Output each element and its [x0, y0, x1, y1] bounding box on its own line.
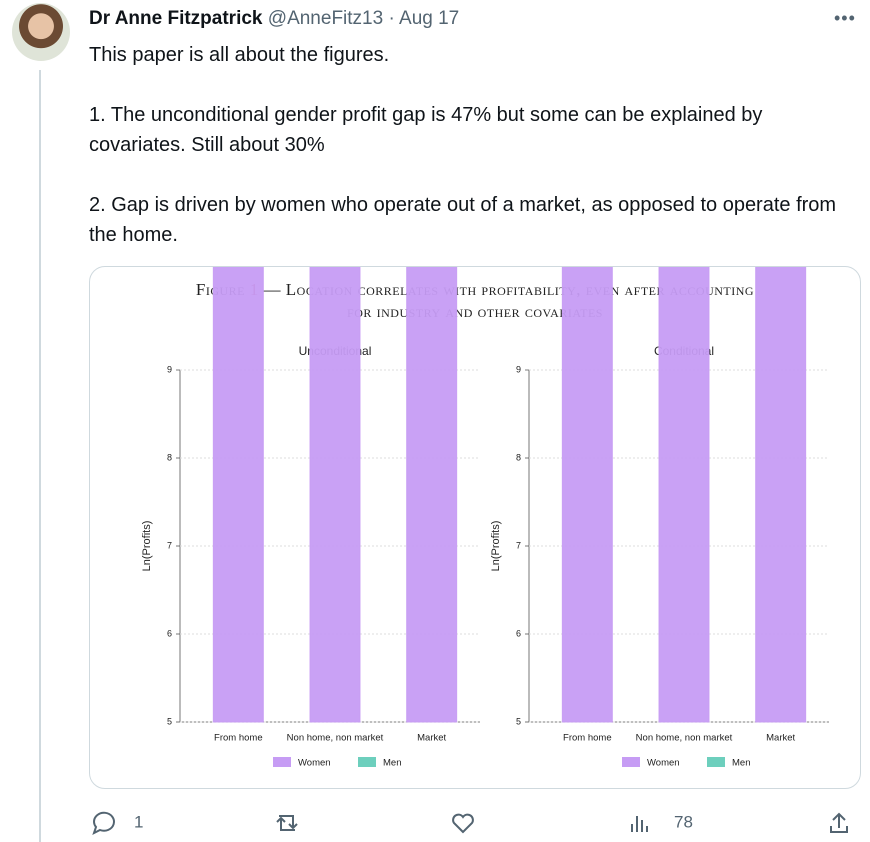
legend-swatch	[622, 757, 640, 767]
views-button[interactable]: 78	[631, 812, 693, 832]
legend-swatch	[273, 757, 291, 767]
bar-segment	[658, 267, 710, 723]
x-tick-label: Market	[766, 733, 795, 744]
y-tick-label: 8	[167, 452, 172, 462]
y-tick-label: 7	[167, 540, 172, 550]
date[interactable]: Aug 17	[399, 8, 460, 29]
y-tick-label: 7	[516, 540, 521, 550]
paragraph: This paper is all about the figures.	[89, 44, 390, 66]
reply-count: 1	[134, 812, 143, 831]
y-tick-label: 5	[167, 716, 172, 726]
x-tick-label: Non home, non market	[636, 733, 733, 744]
figure[interactable]: Figure 1 — Location correlates with prof…	[89, 266, 861, 789]
bar-segment	[406, 267, 458, 723]
avatar[interactable]	[12, 3, 70, 61]
paragraph: 1. The unconditional gender profit gap i…	[89, 104, 763, 156]
x-tick-label: Non home, non market	[287, 733, 384, 744]
x-tick-label: From home	[563, 733, 612, 744]
author-name[interactable]: Dr Anne Fitzpatrick	[89, 8, 263, 29]
action-bar: 1 78	[92, 811, 848, 835]
thread-line	[39, 70, 41, 842]
separator: ·	[388, 8, 395, 29]
bar-segment	[561, 267, 613, 723]
x-tick-label: Market	[417, 733, 446, 744]
y-axis-label: Ln(Profits)	[490, 521, 502, 572]
legend-label: Women	[298, 758, 331, 769]
like-button[interactable]	[452, 813, 474, 834]
legend-label: Women	[647, 758, 680, 769]
reply-button[interactable]: 1	[92, 811, 143, 835]
y-tick-label: 8	[516, 452, 521, 462]
x-tick-label: From home	[214, 733, 263, 744]
tweet-text: This paper is all about the figures. 1. …	[89, 40, 849, 280]
retweet-button[interactable]	[276, 815, 298, 831]
y-axis-label: Ln(Profits)	[141, 521, 153, 572]
view-count: 78	[674, 812, 693, 831]
paragraph: 2. Gap is driven by women who operate ou…	[89, 194, 837, 246]
more-button[interactable]: •••	[834, 8, 856, 28]
handle[interactable]: @AnneFitz13	[267, 8, 384, 29]
tweet-header: Dr Anne Fitzpatrick @AnneFitz13 · Aug 17	[89, 8, 459, 30]
y-tick-label: 9	[516, 364, 521, 374]
legend-swatch	[707, 757, 725, 767]
legend-label: Men	[732, 758, 750, 769]
y-tick-label: 6	[167, 628, 172, 638]
y-tick-label: 6	[516, 628, 521, 638]
bar-segment	[755, 267, 807, 723]
share-button[interactable]	[830, 812, 848, 833]
y-tick-label: 5	[516, 716, 521, 726]
legend-label: Men	[383, 758, 401, 769]
legend-swatch	[358, 757, 376, 767]
bar-segment	[309, 267, 361, 723]
y-tick-label: 9	[167, 364, 172, 374]
caption-text: — Location correlates with profitability…	[263, 280, 755, 299]
bar-segment	[212, 267, 264, 723]
